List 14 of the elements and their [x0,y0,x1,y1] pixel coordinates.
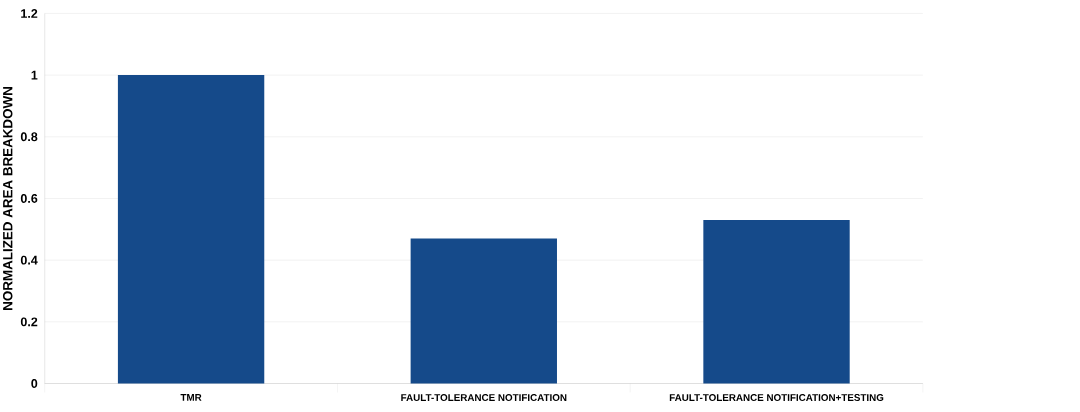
y-tick-label: 0.4 [20,255,38,265]
y-tick-label: 1 [31,70,38,80]
x-tick-label: TMR [180,393,202,401]
x-tick-label: FAULT-TOLERANCE NOTIFICATION [401,393,567,401]
y-tick-label: 0.6 [20,193,38,203]
x-tick-label: FAULT-TOLERANCE NOTIFICATION+TESTING [669,393,884,401]
bar [703,219,850,384]
y-tick-label: 0.8 [20,132,38,142]
y-tick-label: 0.2 [20,317,38,327]
y-tick-label: 1.2 [21,8,38,18]
bar [410,238,557,384]
y-axis-title: NORMALIZED AREA BREAKDOWN [2,86,13,310]
y-tick-label: 0 [31,378,38,388]
bar [117,75,265,384]
